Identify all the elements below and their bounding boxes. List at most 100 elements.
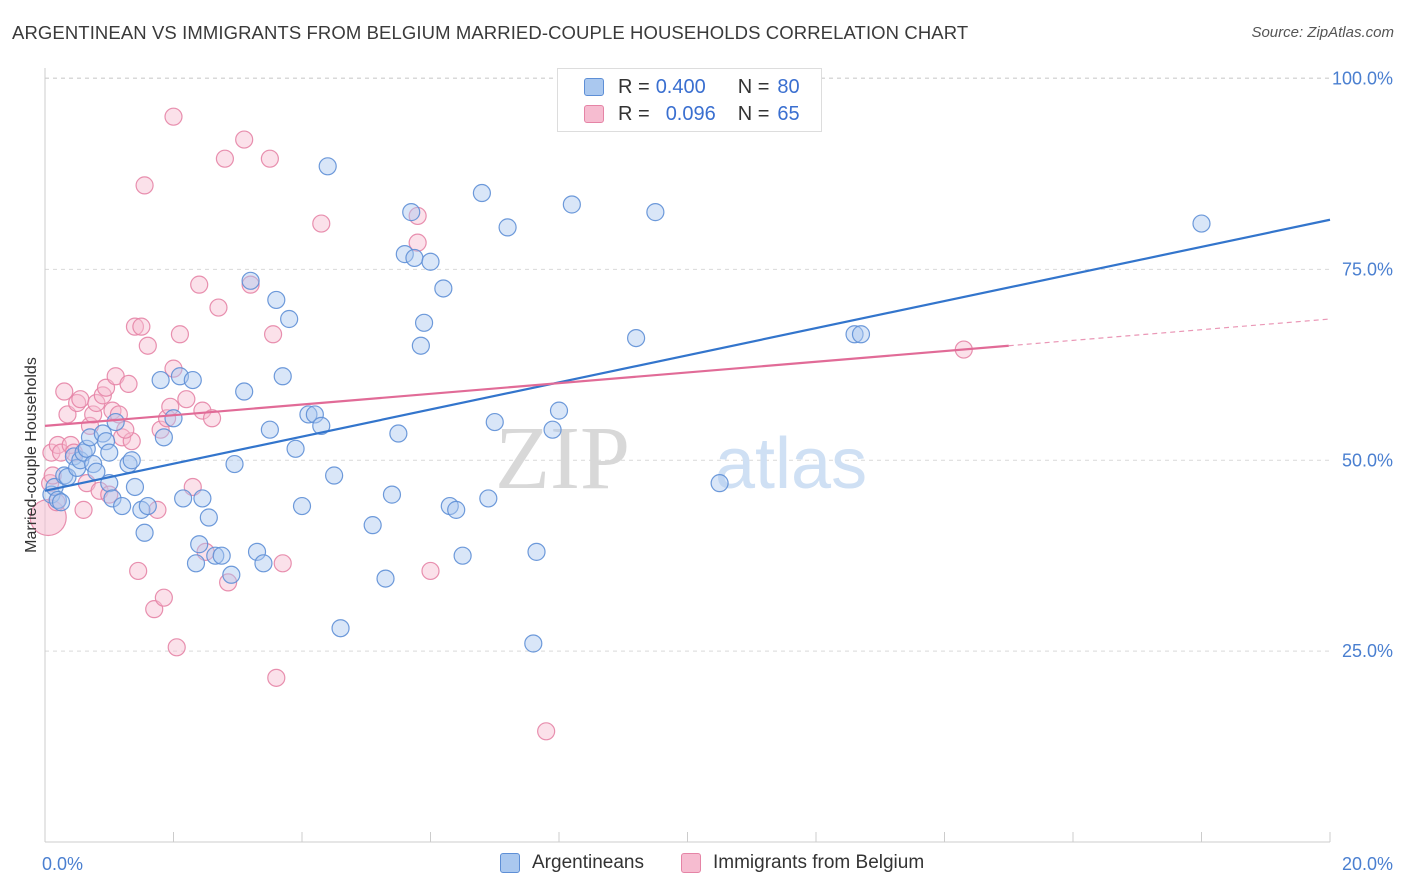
legend-label-belgium: Immigrants from Belgium	[713, 852, 925, 873]
argentineans-point	[103, 489, 122, 508]
argentineans-point	[241, 271, 260, 290]
belgium-point	[148, 500, 167, 519]
legend-row-argentineans: R = 0.400 N = 80	[584, 75, 800, 99]
belgium-point	[215, 149, 234, 168]
y-tick-label: 50.0%	[1342, 450, 1393, 470]
belgium-point	[42, 443, 61, 462]
argentineans-point	[325, 466, 344, 485]
belgium-point	[190, 275, 209, 294]
argentineans-point	[485, 412, 504, 432]
legend-n-value: 65	[777, 102, 800, 125]
argentineans-point	[421, 252, 440, 271]
argentineans-point	[254, 554, 273, 573]
argentineans-point	[286, 439, 305, 458]
series-argentineans-points	[42, 157, 1211, 653]
belgium-point	[135, 176, 154, 195]
belgium-point	[71, 390, 90, 409]
belgium-point	[157, 409, 177, 428]
legend-swatch-pink	[584, 105, 604, 123]
argentineans-point	[190, 535, 209, 554]
belgium-point	[167, 638, 186, 657]
belgium-point	[177, 390, 196, 409]
argentineans-point	[363, 516, 382, 535]
legend-r-label: R =	[618, 102, 650, 125]
argentineans-point	[125, 477, 145, 497]
argentineans-point	[186, 554, 206, 573]
argentineans-point	[154, 428, 173, 447]
belgium-point	[154, 588, 173, 607]
belgium-trend-extension	[1008, 318, 1331, 347]
belgium-point	[209, 298, 228, 317]
argentineans-point	[382, 485, 402, 504]
argentineans-point	[96, 432, 116, 451]
belgium-point	[74, 500, 93, 519]
argentineans-point	[235, 382, 254, 401]
argentineans-point	[524, 634, 543, 653]
argentineans-point	[405, 248, 424, 268]
correlation-legend: R = 0.400 N = 80 R = 0.096 N = 65	[557, 68, 822, 132]
y-tick-label: 75.0%	[1342, 259, 1393, 279]
belgium-point	[87, 393, 106, 413]
legend-item-argentineans[interactable]: Argentineans	[500, 852, 644, 874]
argentineans-point	[292, 496, 312, 516]
argentineans-point	[498, 218, 517, 237]
belgium-point	[241, 275, 260, 294]
argentineans-point	[164, 409, 183, 428]
series-legend: Argentineans Immigrants from Belgium	[0, 852, 1406, 876]
argentineans-point	[122, 451, 141, 470]
argentineans-point	[267, 290, 286, 310]
argentineans-point	[174, 489, 193, 508]
belgium-trend-line	[44, 344, 1009, 427]
belgium-point	[260, 149, 279, 168]
argentineans-point	[562, 195, 581, 214]
argentineans-point	[225, 454, 244, 474]
argentineans-point	[549, 401, 569, 420]
argentineans-point	[376, 569, 395, 588]
axes	[44, 68, 1331, 843]
belgium-point	[170, 325, 190, 344]
argentineans-point	[222, 565, 241, 584]
x-tick-label: 20.0%	[1342, 854, 1393, 874]
legend-row-belgium: R = 0.096 N = 65	[584, 102, 800, 126]
argentineans-point	[472, 183, 491, 203]
belgium-point	[421, 561, 440, 581]
argentineans-point	[138, 496, 157, 516]
tick-labels: 25.0% 50.0% 75.0% 100.0% 0.0% 20.0%	[42, 69, 1393, 875]
argentineans-point	[100, 443, 119, 462]
argentineans-point	[845, 325, 864, 344]
argentineans-point	[183, 370, 202, 390]
argentineans-point	[331, 619, 350, 638]
argentineans-point	[318, 157, 337, 176]
argentineans-point	[299, 405, 318, 424]
legend-n-value: 80	[777, 75, 800, 98]
argentineans-point	[710, 474, 729, 493]
belgium-point	[312, 214, 331, 233]
belgium-point	[235, 130, 254, 149]
legend-swatch-blue	[584, 78, 604, 96]
legend-n-label: N =	[737, 75, 770, 98]
y-tick-label: 25.0%	[1342, 641, 1393, 661]
watermark-zip: ZIP	[495, 409, 630, 508]
argentineans-point	[389, 424, 408, 443]
argentineans-point	[260, 420, 279, 439]
chart-title: ARGENTINEAN VS IMMIGRANTS FROM BELGIUM M…	[12, 22, 969, 43]
source-label: Source: ZipAtlas.com	[1251, 24, 1394, 41]
argentineans-point	[453, 546, 472, 565]
argentineans-point	[135, 523, 154, 542]
argentineans-trend-line	[44, 218, 1331, 492]
belgium-point	[129, 561, 148, 581]
belgium-point	[55, 382, 74, 401]
argentineans-point	[247, 542, 267, 561]
belgium-point	[164, 107, 183, 126]
argentineans-point	[280, 309, 299, 329]
legend-label-argentineans: Argentineans	[532, 852, 644, 873]
legend-item-belgium[interactable]: Immigrants from Belgium	[681, 852, 924, 874]
legend-n-label: N =	[737, 102, 770, 125]
argentineans-point	[851, 325, 871, 344]
argentineans-point	[411, 336, 430, 355]
legend-r-value: 0.400	[655, 75, 706, 98]
argentineans-point	[434, 279, 453, 298]
argentineans-point	[51, 493, 71, 512]
watermark-atlas: atlas	[715, 424, 867, 504]
argentineans-point	[447, 500, 466, 519]
